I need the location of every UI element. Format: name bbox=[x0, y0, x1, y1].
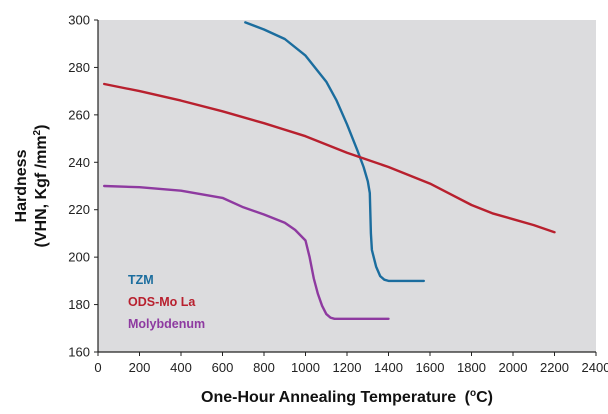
x-tick-label: 200 bbox=[129, 360, 151, 375]
x-tick-label: 2200 bbox=[540, 360, 569, 375]
y-tick-label: 280 bbox=[68, 60, 90, 75]
x-tick-labels: 0 200 400 600 800 1000 1200 1400 1600 1800 2000 220… bbox=[94, 360, 608, 375]
x-axis-title-unit-degree: o bbox=[470, 388, 476, 399]
y-tick-label: 300 bbox=[68, 13, 90, 28]
y-tick-label: 220 bbox=[68, 202, 90, 217]
y-tick-label: 240 bbox=[68, 155, 90, 170]
axes-layer bbox=[94, 19, 597, 356]
x-tick-label: 1200 bbox=[333, 360, 362, 375]
y-tick-label: 180 bbox=[68, 297, 90, 312]
legend-item: ODS-Mo La bbox=[128, 295, 196, 309]
y-tick-labels: 160 180 200 220 240 260 280 300 bbox=[68, 13, 90, 360]
series-line-ods-mo-la bbox=[102, 82, 556, 234]
y-axis-title-line2-main: (VHN, Kgf /mm bbox=[33, 135, 50, 247]
x-tick-label: 1400 bbox=[374, 360, 403, 375]
x-axis-title-unit-open: ( bbox=[465, 389, 471, 406]
legend-item: Molybdenum bbox=[128, 317, 205, 331]
series-layer bbox=[102, 21, 556, 320]
x-axis-title-unit-close: C) bbox=[476, 389, 493, 406]
x-axis-title-main: One-Hour Annealing Temperature bbox=[201, 389, 456, 406]
x-tick-label: 600 bbox=[212, 360, 234, 375]
y-tick-label: 260 bbox=[68, 107, 90, 122]
x-tick-label: 800 bbox=[253, 360, 275, 375]
y-axis-title-line2-close: ) bbox=[33, 125, 50, 130]
series-line-tzm bbox=[244, 21, 425, 283]
legend: TZM ODS-Mo La Molybdenum bbox=[128, 273, 205, 331]
legend-item: TZM bbox=[128, 273, 154, 287]
x-tick-label: 400 bbox=[170, 360, 192, 375]
x-tick-label: 1800 bbox=[457, 360, 486, 375]
y-tick-label: 160 bbox=[68, 345, 90, 360]
x-axis-title: One-Hour Annealing Temperature (oC) bbox=[201, 388, 493, 406]
x-tick-label: 2400 bbox=[582, 360, 608, 375]
y-axis-title: Hardness (VHN, Kgf /mm2) bbox=[13, 125, 50, 248]
x-tick-label: 0 bbox=[94, 360, 101, 375]
x-tick-label: 2000 bbox=[499, 360, 528, 375]
x-tick-label: 1600 bbox=[416, 360, 445, 375]
plot-area bbox=[98, 20, 596, 352]
y-axis-title-line2: (VHN, Kgf /mm2) bbox=[32, 125, 50, 248]
y-axis-title-line1: Hardness bbox=[13, 149, 30, 222]
x-tick-label: 1000 bbox=[291, 360, 320, 375]
y-tick-label: 200 bbox=[68, 250, 90, 265]
series-line-molybdenum bbox=[102, 184, 390, 320]
y-axis-title-line2-sup: 2 bbox=[32, 129, 43, 135]
